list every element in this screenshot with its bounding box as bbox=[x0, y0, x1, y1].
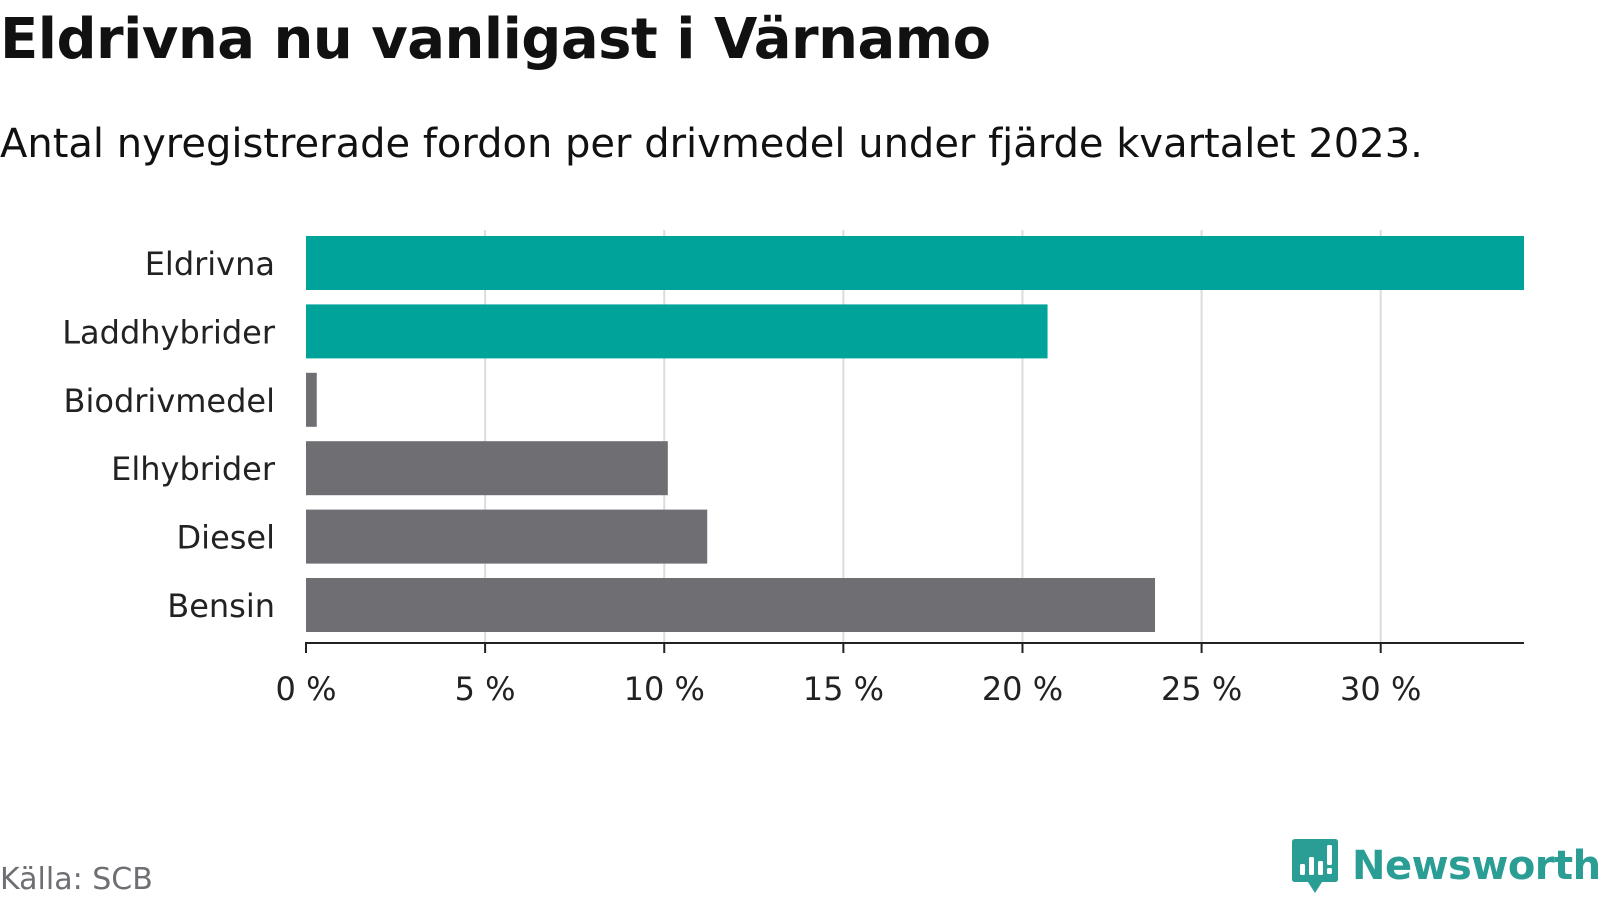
category-label-biodrivmedel: Biodrivmedel bbox=[64, 382, 275, 420]
x-tick-label-10: 10 % bbox=[624, 670, 705, 708]
chart-title: Eldrivna nu vanligast i Värnamo bbox=[0, 7, 991, 72]
x-tick-label-15: 15 % bbox=[803, 670, 884, 708]
bar-bensin bbox=[306, 578, 1156, 632]
category-labels: Eldrivna Laddhybrider Biodrivmedel Elhybrid… bbox=[62, 245, 276, 625]
grid-lines bbox=[484, 230, 1382, 643]
x-tick-label-20: 20 % bbox=[982, 670, 1063, 708]
x-tick-label-30: 30 % bbox=[1340, 670, 1421, 708]
x-axis: 0 % 5 % 10 % 15 % 20 % 25 % 30 % bbox=[276, 642, 1524, 708]
bar-chart: 0 % 5 % 10 % 15 % 20 % 25 % 30 % Eldrivna Laddh… bbox=[62, 230, 1524, 708]
brand-name: Newsworthy bbox=[1352, 843, 1600, 889]
bar-laddhybrider bbox=[306, 304, 1048, 359]
category-label-laddhybrider: Laddhybrider bbox=[62, 313, 276, 351]
newsworthy-brand[interactable]: Newsworthy bbox=[1290, 838, 1600, 894]
x-tick-label-25: 25 % bbox=[1161, 670, 1242, 708]
chart-subtitle: Antal nyregistrerade fordon per drivmede… bbox=[0, 121, 1423, 167]
bar-eldrivna bbox=[306, 236, 1524, 290]
x-tick-label-0: 0 % bbox=[276, 670, 337, 708]
category-label-diesel: Diesel bbox=[177, 519, 275, 557]
category-label-bensin: Bensin bbox=[167, 587, 275, 625]
category-label-eldrivna: Eldrivna bbox=[145, 245, 275, 283]
category-label-elhybrider: Elhybrider bbox=[111, 450, 276, 488]
source-note: Källa: SCB bbox=[0, 862, 153, 897]
x-tick-label-5: 5 % bbox=[455, 670, 516, 708]
newsworthy-chart-bubble-icon bbox=[1292, 839, 1338, 893]
bar-biodrivmedel bbox=[306, 372, 317, 427]
bars bbox=[306, 236, 1524, 632]
bar-elhybrider bbox=[306, 441, 668, 496]
bar-diesel bbox=[306, 509, 708, 564]
